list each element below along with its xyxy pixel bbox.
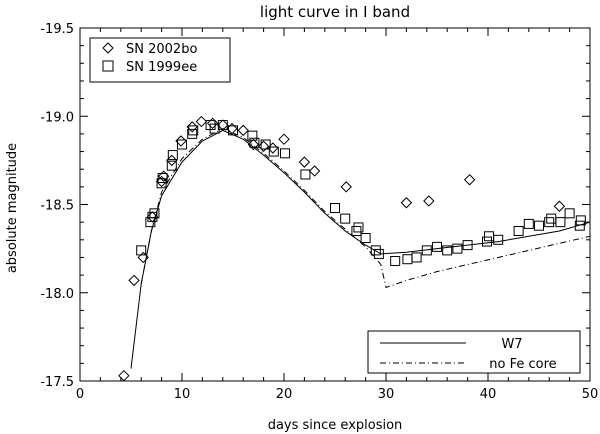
point-sn1999ee (462, 240, 473, 251)
x-tick-label: 20 (276, 387, 293, 402)
point-sn2002bo (553, 200, 566, 212)
x-tick-label: 0 (76, 387, 84, 402)
x-tick-label: 40 (480, 387, 497, 402)
point-sn1999ee (574, 220, 585, 231)
legend-lines: W7 no Fe core (367, 330, 581, 374)
point-sn1999ee (177, 139, 187, 150)
point-sn1999ee (421, 245, 432, 256)
x-tick-label: 50 (582, 387, 599, 402)
chart-title: light curve in I band (260, 3, 410, 21)
point-sn1999ee (136, 245, 147, 256)
x-axis-ticks: 0 10 20 30 40 50 (76, 28, 598, 402)
point-sn1999ee (147, 211, 158, 222)
point-sn1999ee (481, 236, 492, 247)
point-sn1999ee (247, 130, 258, 141)
point-sn1999ee (300, 169, 311, 180)
y-axis-label: absolute magnitude (5, 143, 20, 273)
x-tick-label: 30 (378, 387, 395, 402)
point-sn1999ee (390, 255, 401, 266)
point-sn1999ee (156, 178, 167, 189)
point-sn2002bo (278, 133, 290, 145)
y-tick-label: -18.5 (40, 199, 74, 214)
legend-points-box (89, 37, 231, 83)
y-tick-label: -19.0 (40, 110, 74, 125)
point-sn1999ee (340, 213, 351, 224)
point-sn2002bo (267, 142, 279, 154)
point-sn1999ee (330, 203, 340, 214)
point-sn1999ee (228, 125, 238, 136)
point-sn1999ee (452, 243, 463, 254)
point-sn1999ee (373, 248, 384, 259)
legend-entry-sn1999ee: SN 1999ee (126, 60, 197, 75)
point-sn1999ee (166, 160, 177, 171)
point-sn2002bo (423, 195, 435, 207)
point-sn2002bo (175, 135, 187, 147)
point-sn1999ee (157, 173, 168, 184)
point-sn1999ee (564, 208, 575, 219)
legend-entry-no-fe-core: no Fe core (489, 357, 556, 372)
point-sn1999ee (432, 241, 442, 252)
point-sn1999ee (149, 208, 160, 219)
y-tick-label: -17.5 (40, 375, 74, 390)
point-sn2002bo (206, 117, 219, 130)
y-tick-label: -19.5 (40, 22, 74, 37)
point-sn1999ee (187, 128, 198, 139)
point-sn2002bo (137, 251, 149, 264)
y-tick-label: -18.0 (40, 287, 74, 302)
point-sn1999ee (513, 225, 524, 236)
point-sn2002bo (298, 156, 311, 168)
point-sn1999ee (484, 231, 495, 242)
x-axis-label: days since explosion (268, 418, 403, 433)
legend-square-icon (102, 60, 114, 72)
point-sn2002bo (463, 174, 476, 186)
point-sn1999ee (351, 225, 362, 236)
point-sn2002bo (400, 197, 413, 209)
point-sn1999ee (167, 150, 178, 161)
point-sn1999ee (544, 217, 555, 228)
legend-entry-sn2002bo: SN 2002bo (126, 42, 197, 57)
legend-diamond-icon (102, 42, 114, 54)
point-sn1999ee (370, 245, 381, 256)
point-sn1999ee (523, 218, 534, 229)
data-points (118, 115, 586, 382)
point-sn1999ee (249, 137, 260, 148)
x-tick-label: 10 (174, 387, 191, 402)
series-line-no-fe-core (140, 128, 591, 289)
point-sn1999ee (555, 217, 566, 228)
point-sn2002bo (257, 140, 270, 152)
point-sn1999ee (280, 148, 291, 159)
legend-points: SN 2002bo SN 1999ee (89, 37, 231, 83)
point-sn1999ee (546, 213, 557, 224)
point-sn2002bo (340, 181, 352, 193)
point-sn1999ee (411, 252, 422, 263)
y-axis-ticks: -17.5 -18.0 -18.5 -19.0 -19.5 (40, 22, 590, 390)
legend-entry-w7: W7 (501, 337, 522, 352)
point-sn1999ee (360, 233, 371, 244)
point-sn1999ee (209, 123, 220, 134)
point-sn1999ee (188, 125, 199, 136)
point-sn1999ee (402, 254, 413, 265)
point-sn1999ee (534, 220, 544, 231)
point-sn1999ee (442, 245, 453, 256)
point-sn2002bo (118, 369, 130, 382)
point-sn1999ee (217, 120, 228, 131)
point-sn1999ee (260, 139, 271, 150)
point-sn2002bo (195, 115, 208, 128)
point-sn1999ee (268, 146, 279, 157)
point-sn2002bo (128, 274, 140, 287)
point-sn2002bo (186, 121, 198, 133)
point-sn1999ee (493, 234, 504, 245)
point-sn2002bo (308, 165, 321, 177)
legend-lines-box (367, 330, 581, 374)
point-sn2002bo (237, 124, 249, 137)
point-sn1999ee (353, 222, 364, 233)
point-sn1999ee (575, 215, 586, 226)
